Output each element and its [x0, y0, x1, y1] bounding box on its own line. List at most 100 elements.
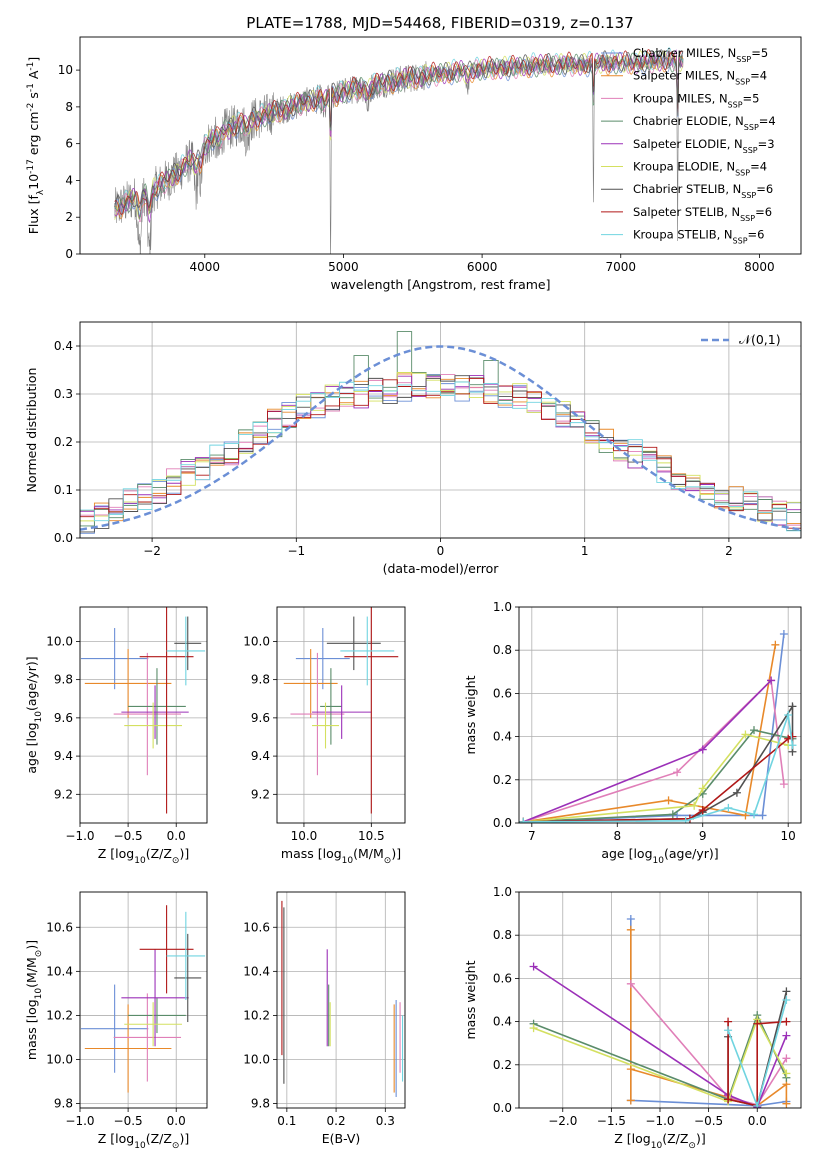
weight_vs_Z-marker	[529, 1024, 538, 1033]
weight_vs_Z-x-axis-label: Z [log10(Z/Z⊙)]	[614, 1131, 705, 1151]
weight_vs_Z-marker	[782, 996, 791, 1004]
spectrum-legend-label: Chabrier ELODIE, NSSP=4	[633, 114, 776, 132]
weight_vs_age-y-tick-label: 0.6	[493, 686, 512, 700]
weight_vs_Z-marker	[782, 1099, 791, 1108]
spectrum-y-tick-label: 10	[58, 63, 73, 77]
mass_vs_Z-panel: −1.0 −0.5 0.0 9.8 10.0 10.2 10.4 10.6 Z [log10(Z…	[24, 891, 208, 1151]
mass_vs_EBV-y-tick-label: 10.0	[243, 1053, 270, 1067]
weight_vs_age-panel: 7 8 9 10 0.0 0.2 0.4 0.6 0.8 1.0 age [log10(age/yr…	[463, 600, 802, 866]
weight_vs_Z-frame	[518, 891, 802, 1109]
mass_vs_Z-y-tick-label: 10.0	[46, 1053, 73, 1067]
age_vs_mass-x-axis-label: mass [log10(M/M⊙)]	[281, 846, 401, 866]
residuals-y-tick-label: 0.4	[54, 339, 73, 353]
residuals-x-tick-label: −1	[287, 544, 305, 558]
spectrum-y-axis-label: Flux [fλ10-17 erg cm-2 s-1 A-1]	[26, 57, 46, 235]
weight_vs_Z-marker	[529, 962, 538, 971]
age_vs_mass-y-tick-label: 9.8	[251, 673, 270, 687]
weight_vs_age-marker	[750, 810, 758, 819]
weight_vs_age-marker	[519, 817, 528, 823]
weight_vs_age-marker	[681, 816, 690, 823]
spectrum-y-tick-label: 4	[65, 173, 73, 187]
weight_vs_age-marker	[724, 803, 733, 812]
mass_vs_Z-plot-area	[80, 892, 207, 1108]
mass_vs_Z-x-tick-label: 0.0	[167, 1114, 186, 1128]
weight_vs_Z-x-tick-label: 0.0	[748, 1114, 767, 1128]
age_vs_mass-x-tick-label: 10.5	[358, 829, 385, 843]
age_vs_mass-panel: 10.0 10.5 9.2 9.4 9.6 9.8 10.0 mass [log10(M/M⊙…	[243, 606, 406, 866]
weight_vs_Z-marker	[626, 1096, 635, 1105]
mass_vs_EBV-frame	[276, 891, 406, 1109]
weight_vs_age-marker	[698, 784, 707, 793]
residuals-y-tick-label: 0.3	[54, 387, 73, 401]
age_vs_mass-plot-area	[277, 607, 405, 823]
spectrum-legend-label: Salpeter ELODIE, NSSP=3	[633, 137, 775, 155]
age_vs_mass-y-tick-label: 10.0	[243, 634, 270, 648]
weight_vs_Z-y-tick-label: 0.0	[493, 1101, 512, 1115]
weight_vs_age-marker	[784, 711, 793, 719]
weight_vs_age-marker	[698, 745, 707, 754]
weight_vs_Z-marker	[724, 1095, 733, 1104]
spectrum-model-line-6	[114, 49, 684, 209]
spectrum-x-tick-label: 4000	[190, 260, 221, 274]
weight_vs_age-marker	[758, 811, 767, 820]
weight_vs_Z-marker	[782, 1054, 791, 1063]
residuals-y-tick-label: 0.1	[54, 483, 73, 497]
mass_vs_EBV-y-tick-label: 10.4	[243, 964, 270, 978]
spectrum-x-tick-label: 5000	[328, 260, 359, 274]
spectrum-y-tick-label: 8	[65, 100, 73, 114]
age_vs_Z-frame	[79, 606, 208, 824]
weight_vs_age-marker	[788, 702, 797, 711]
weight_vs_Z-x-tick-label: −1.5	[597, 1114, 626, 1128]
age_vs_Z-y-tick-label: 9.2	[54, 787, 73, 801]
residual-legend-label: 𝒩(0,1)	[739, 332, 781, 347]
spectrum-model-line-3	[114, 50, 684, 221]
weight_vs_age-series-line	[523, 633, 785, 823]
age_vs_mass-frame	[276, 606, 406, 824]
residuals-x-tick-label: 2	[725, 544, 733, 558]
mass_vs_EBV-y-tick-label: 10.6	[243, 920, 270, 934]
weight_vs_age-y-tick-label: 1.0	[493, 600, 512, 614]
residuals-y-tick-label: 0.0	[54, 531, 73, 545]
mass_vs_EBV-x-tick-label: 0.3	[376, 1114, 395, 1128]
residuals-panel: −2 −1 0 1 2 0.0 0.1 0.2 0.3 0.4 (data-model)/error…	[24, 321, 802, 576]
age_vs_Z-x-tick-label: −0.5	[114, 829, 143, 843]
residuals-x-tick-label: −2	[143, 544, 161, 558]
weight_vs_Z-marker	[626, 1065, 635, 1074]
age_vs_Z-x-tick-label: −1.0	[65, 829, 94, 843]
age_vs_Z-y-tick-label: 9.8	[54, 673, 73, 687]
spectrum-legend-label: Salpeter MILES, NSSP=4	[633, 69, 767, 87]
weight_vs_Z-marker	[753, 1101, 762, 1108]
weight_vs_age-marker	[788, 741, 797, 750]
age_vs_Z-plot-area	[80, 607, 207, 823]
mass_vs_Z-frame	[79, 891, 208, 1109]
weight_vs_Z-marker	[782, 1017, 791, 1026]
spectrum-panel: 4000 5000 6000 7000 8000 0 2 4 6 8 10 wavelength [A…	[26, 36, 802, 292]
spectrum-x-axis-label: wavelength [Angstrom, rest frame]	[330, 277, 550, 292]
spectrum-x-tick-label: 6000	[467, 260, 498, 274]
weight_vs_age-marker	[767, 676, 776, 685]
weight_vs_Z-panel: −2.0 −1.5 −1.0 −0.5 0.0 0.0 0.2 0.4 0.6 0.8 1.0 Z […	[463, 885, 802, 1151]
weight_vs_age-marker	[771, 640, 780, 649]
weight_vs_Z-y-tick-label: 0.2	[493, 1058, 512, 1072]
mass_vs_EBV-plot-area	[277, 892, 405, 1108]
residuals-frame	[79, 321, 802, 539]
weight_vs_Z-y-tick-label: 0.4	[493, 1015, 512, 1029]
weight_vs_Z-marker	[626, 925, 635, 934]
spectrum-legend-label: Chabrier MILES, NSSP=5	[633, 46, 768, 64]
weight_vs_age-y-tick-label: 0.8	[493, 643, 512, 657]
weight_vs_age-series-line	[523, 678, 785, 823]
weight_vs_age-x-tick-label: 9	[699, 829, 707, 843]
mass_vs_Z-y-tick-label: 10.4	[46, 964, 73, 978]
weight_vs_age-y-tick-label: 0.0	[493, 816, 512, 830]
residuals-x-axis-label: (data-model)/error	[383, 561, 500, 576]
weight_vs_age-plot-area	[519, 607, 801, 823]
spectrum-frame	[79, 36, 802, 255]
weight_vs_Z-series-line	[533, 965, 788, 1108]
age_vs_mass-y-tick-label: 9.4	[251, 749, 270, 763]
mass_vs_EBV-panel: 0.1 0.2 0.3 9.8 10.0 10.2 10.4 10.6 E(B-V)	[243, 891, 406, 1146]
weight_vs_age-series-line	[523, 714, 794, 823]
weight_vs_Z-marker	[626, 915, 635, 923]
mass_vs_Z-x-tick-label: −0.5	[114, 1114, 143, 1128]
weight_vs_age-series-line	[523, 703, 794, 823]
residuals-y-axis-label: Normed distribution	[24, 368, 39, 493]
